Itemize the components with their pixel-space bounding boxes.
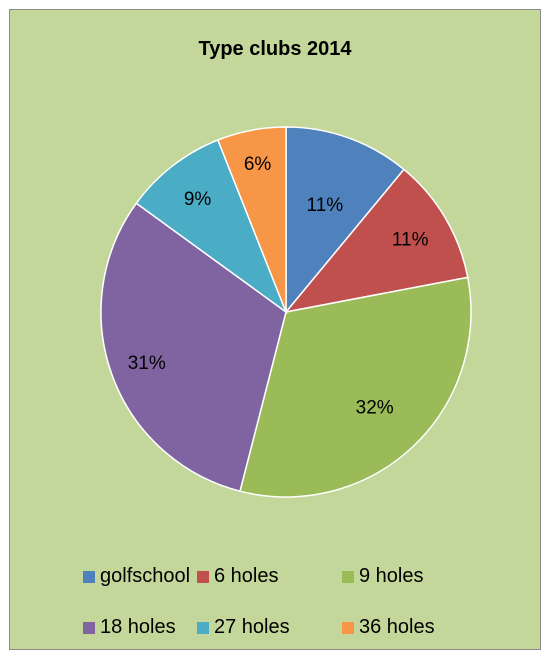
- legend-label-5: 36 holes: [359, 616, 435, 638]
- pie-slice-2: [239, 276, 472, 498]
- legend-label-2: 9 holes: [359, 565, 424, 587]
- data-label-5: 6%: [244, 154, 272, 175]
- legend-label-4: 27 holes: [214, 616, 290, 638]
- legend-item-2: 9 holes: [342, 565, 424, 588]
- data-label-3: 31%: [128, 353, 166, 374]
- data-label-4: 9%: [184, 189, 212, 210]
- legend-item-1: 6 holes: [197, 565, 279, 588]
- legend-label-0: golfschool: [100, 565, 191, 587]
- data-label-0: 11%: [307, 195, 344, 216]
- legend-item-4: 27 holes: [197, 616, 290, 639]
- legend-swatch-2: [342, 570, 354, 583]
- legend-label-1: 6 holes: [214, 565, 279, 587]
- legend-item-3: 18 holes: [83, 616, 176, 639]
- pie-slice-4: [135, 139, 288, 315]
- legend-swatch-5: [342, 621, 354, 634]
- pie-slice-3: [100, 202, 287, 493]
- legend-swatch-1: [197, 570, 209, 583]
- data-label-1: 11%: [392, 230, 429, 251]
- data-label-2: 32%: [356, 397, 394, 418]
- pie-slice-0: [285, 126, 405, 315]
- legend-swatch-0: [83, 570, 95, 583]
- legend-item-5: 36 holes: [342, 616, 435, 639]
- pie-chart: 11% 11% 32% 31% 9% 6%: [100, 126, 472, 498]
- legend-swatch-4: [197, 621, 209, 634]
- legend-swatch-3: [83, 621, 95, 634]
- chart-area: Type clubs 2014 11% 11% 32% 31% 9% 6% golfsch…: [9, 9, 541, 650]
- pie-slice-5: [216, 126, 287, 313]
- legend-item-0: golfschool: [83, 565, 190, 588]
- legend-label-3: 18 holes: [100, 616, 176, 638]
- chart-title: Type clubs 2014: [198, 38, 352, 60]
- pie-slice-1: [284, 168, 469, 314]
